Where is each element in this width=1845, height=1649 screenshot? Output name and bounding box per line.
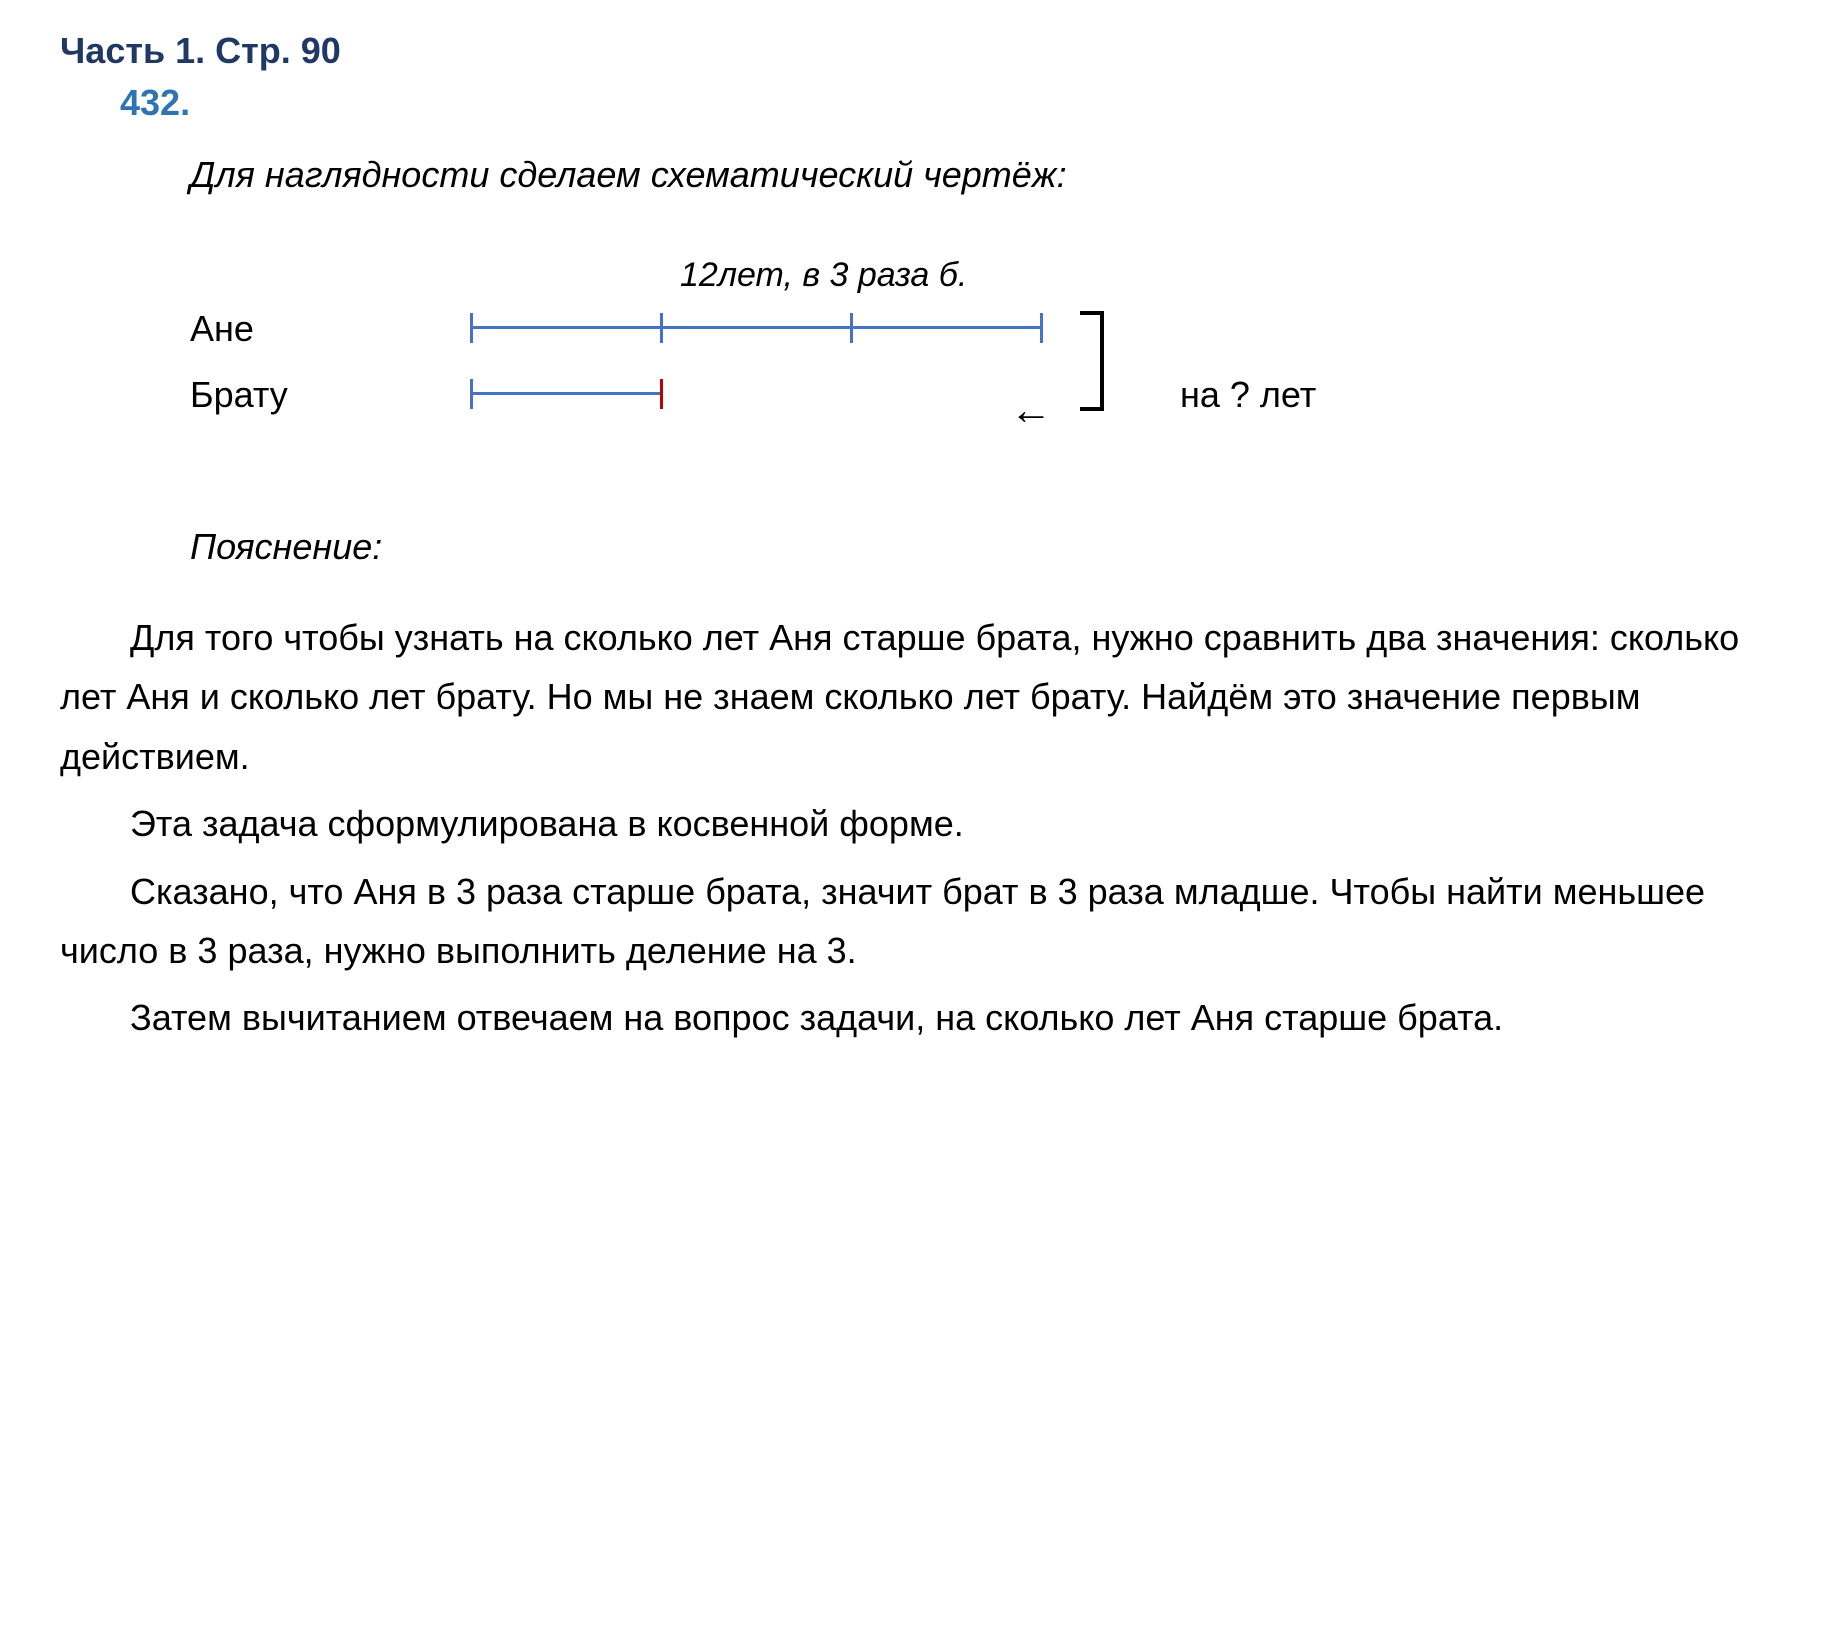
explanation-heading: Пояснение: xyxy=(190,526,1785,568)
bracket xyxy=(1080,311,1120,411)
label-brother: Брату xyxy=(190,374,288,416)
page-header: Часть 1. Стр. 90 xyxy=(60,30,1785,72)
paragraph-1: Для того чтобы узнать на сколько лет Аня… xyxy=(60,608,1785,786)
problem-number: 432. xyxy=(120,82,1785,124)
schematic-diagram: 12лет, в 3 раза б. Ане Брату ← на ? лет xyxy=(190,256,1785,456)
question-label: на ? лет xyxy=(1180,374,1316,416)
paragraph-4: Затем вычитанием отвечаем на вопрос зада… xyxy=(60,988,1785,1047)
paragraph-3: Сказано, что Аня в 3 раза старше брата, … xyxy=(60,862,1785,981)
label-anya: Ане xyxy=(190,308,254,350)
diagram-top-label: 12лет, в 3 раза б. xyxy=(680,256,967,295)
arrow-left-icon: ← xyxy=(1010,386,1052,434)
intro-heading: Для наглядности сделаем схематический че… xyxy=(190,154,1785,196)
paragraph-2: Эта задача сформулирована в косвенной фо… xyxy=(60,794,1785,853)
